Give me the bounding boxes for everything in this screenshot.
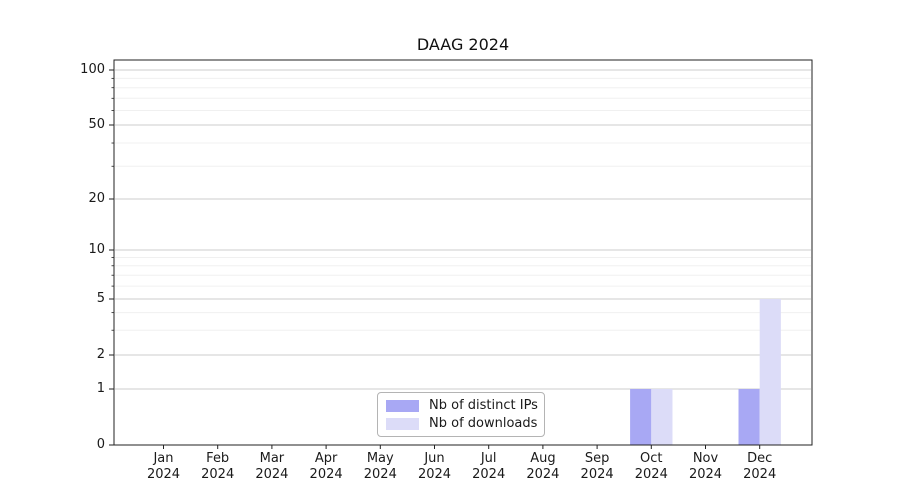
plot-border [113, 59, 813, 446]
bar-distinct-ips-dec [738, 389, 760, 445]
legend-label-distinct-ips: Nb of distinct IPs [429, 398, 538, 413]
legend-item-downloads: Nb of downloads [386, 416, 538, 431]
legend: Nb of distinct IPs Nb of downloads [377, 392, 545, 437]
bar-downloads-dec [759, 299, 781, 445]
bar-downloads-oct [651, 389, 673, 445]
chart-title: DAAG 2024 [416, 35, 510, 54]
legend-item-distinct-ips: Nb of distinct IPs [386, 398, 538, 413]
bar-distinct-ips-oct [630, 389, 652, 445]
legend-swatch-downloads [386, 417, 419, 430]
legend-label-downloads: Nb of downloads [429, 416, 538, 431]
legend-swatch-distinct-ips [386, 399, 419, 412]
